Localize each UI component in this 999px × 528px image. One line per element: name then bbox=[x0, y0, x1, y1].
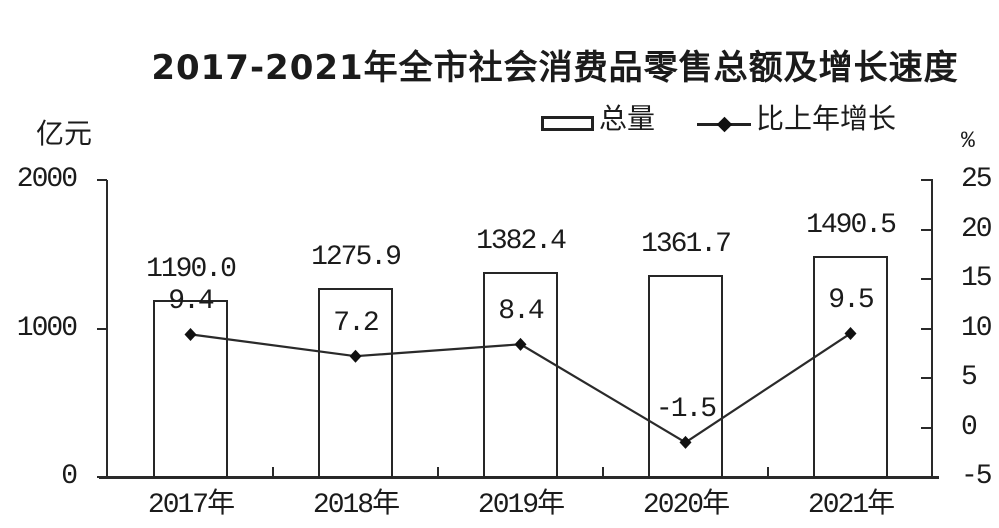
x-axis-label: 2020年 bbox=[642, 490, 730, 521]
x-axis-label: 2021年 bbox=[807, 490, 895, 521]
bar-value-label: 1382.4 bbox=[476, 225, 567, 257]
bar-value-label: 1490.5 bbox=[806, 209, 897, 241]
legend-bar-swatch-icon bbox=[541, 116, 594, 131]
left-axis-tick-label: 2000 bbox=[16, 164, 78, 195]
x-axis-label: 2017年 bbox=[147, 490, 235, 521]
line-value-label: -1.5 bbox=[655, 394, 717, 426]
right-axis-tick bbox=[921, 426, 933, 429]
right-axis-unit-label: % bbox=[961, 128, 975, 154]
x-axis-tick bbox=[602, 467, 604, 477]
right-axis-tick bbox=[921, 179, 933, 181]
left-axis-tick-label: 0 bbox=[61, 461, 78, 492]
right-axis-tick-label: 0 bbox=[961, 411, 978, 443]
line-value-label: 8.4 bbox=[498, 296, 544, 328]
left-axis-tick-label: 1000 bbox=[16, 312, 78, 344]
right-axis-tick bbox=[921, 228, 933, 231]
bar-value-label: 1361.7 bbox=[641, 228, 732, 260]
right-axis-tick-label: -5 bbox=[961, 461, 993, 492]
x-axis-tick bbox=[437, 467, 439, 477]
x-axis-tick bbox=[767, 467, 769, 477]
right-axis-tick bbox=[921, 327, 933, 330]
right-axis-tick-label: 25 bbox=[961, 164, 993, 195]
right-axis-tick-label: 20 bbox=[961, 213, 993, 245]
left-axis-tick bbox=[97, 327, 107, 330]
right-axis-tick bbox=[921, 377, 933, 379]
right-axis-tick-label: 15 bbox=[961, 263, 993, 294]
left-axis-tick bbox=[97, 179, 107, 181]
legend-item-growth-label: 比上年增长 bbox=[756, 102, 897, 135]
bar bbox=[153, 300, 228, 478]
left-axis-unit-label: 亿元 bbox=[36, 117, 93, 150]
y-axis-left bbox=[106, 180, 108, 479]
bar-value-label: 1275.9 bbox=[311, 241, 402, 273]
right-axis-tick bbox=[921, 278, 933, 280]
right-axis-tick-label: 10 bbox=[961, 312, 993, 344]
x-axis-label: 2018年 bbox=[312, 490, 400, 521]
line-value-label: 9.5 bbox=[828, 285, 874, 317]
line-value-label: 9.4 bbox=[168, 286, 214, 318]
left-axis-tick bbox=[97, 476, 107, 478]
x-axis-label: 2019年 bbox=[477, 490, 565, 521]
bar-value-label: 1190.0 bbox=[146, 254, 237, 286]
right-axis-tick-label: 5 bbox=[961, 362, 978, 393]
legend-item-total-label: 总量 bbox=[599, 102, 656, 135]
x-axis-tick bbox=[272, 467, 274, 477]
right-axis-tick bbox=[921, 476, 933, 478]
chart-title: 2017-2021年全市社会消费品零售总额及增长速度 bbox=[151, 48, 959, 88]
line-value-label: 7.2 bbox=[333, 308, 379, 340]
y-axis-right bbox=[931, 180, 933, 479]
bar bbox=[648, 274, 723, 478]
